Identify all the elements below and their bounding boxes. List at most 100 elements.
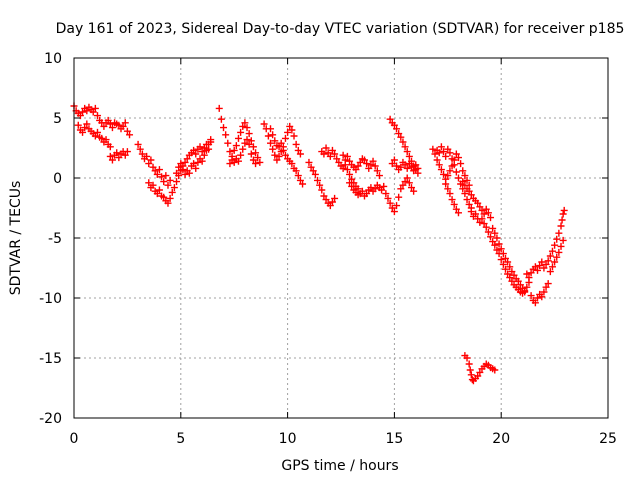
data-point — [463, 354, 471, 362]
data-point — [508, 277, 516, 285]
data-point — [98, 134, 106, 142]
data-point — [393, 162, 401, 170]
data-point — [145, 160, 153, 168]
data-point — [393, 125, 401, 133]
data-point — [390, 208, 398, 216]
data-point — [531, 299, 539, 307]
data-point — [401, 143, 409, 151]
data-point — [414, 164, 422, 172]
data-point — [138, 150, 146, 158]
data-point — [454, 209, 462, 217]
data-point — [452, 205, 460, 213]
data-point — [183, 155, 191, 163]
data-point — [239, 122, 247, 130]
data-point — [553, 235, 561, 243]
data-point — [459, 178, 467, 186]
y-tick-label: -10 — [39, 291, 62, 307]
data-point — [465, 200, 473, 208]
data-point — [288, 160, 296, 168]
data-point — [281, 151, 289, 159]
data-point — [493, 246, 501, 254]
data-point — [405, 160, 413, 168]
data-point — [454, 154, 462, 162]
data-point — [446, 190, 454, 198]
data-point — [333, 155, 341, 163]
data-point — [309, 167, 317, 175]
chart-title: Day 161 of 2023, Sidereal Day-to-day VTE… — [56, 21, 625, 37]
data-point — [102, 136, 110, 144]
data-point — [390, 156, 398, 164]
data-point — [190, 160, 198, 168]
data-point — [523, 283, 531, 291]
data-point — [123, 148, 131, 156]
data-point — [145, 179, 153, 187]
data-point — [273, 156, 281, 164]
data-point — [247, 137, 255, 145]
data-point — [555, 248, 563, 256]
data-point — [521, 287, 529, 295]
data-point — [346, 179, 354, 187]
data-point — [192, 150, 200, 158]
data-point — [525, 274, 533, 282]
data-point — [249, 156, 257, 164]
data-point — [437, 143, 445, 151]
x-axis-label: GPS time / hours — [281, 458, 398, 474]
data-point — [459, 167, 467, 175]
data-point — [448, 155, 456, 163]
data-point — [264, 132, 272, 140]
data-point — [115, 121, 123, 129]
data-point — [548, 247, 556, 255]
data-point — [407, 184, 415, 192]
data-point — [254, 154, 262, 162]
data-point — [360, 156, 368, 164]
data-point — [79, 108, 87, 116]
data-point — [271, 137, 279, 145]
data-point — [542, 260, 550, 268]
data-point — [363, 160, 371, 168]
data-point — [226, 148, 234, 156]
data-point — [461, 172, 469, 180]
data-point — [126, 131, 134, 139]
grid-lines — [74, 58, 608, 418]
data-point — [346, 157, 354, 165]
data-point — [267, 125, 275, 133]
data-point — [558, 216, 566, 224]
data-point — [83, 107, 91, 115]
data-point — [399, 181, 407, 189]
data-point — [440, 170, 448, 178]
data-point — [354, 162, 362, 170]
data-point — [497, 256, 505, 264]
data-point — [136, 145, 144, 153]
data-point — [314, 176, 322, 184]
data-point — [275, 143, 283, 151]
x-tick-label: 25 — [599, 431, 617, 447]
data-point — [173, 169, 181, 177]
x-tick-label: 20 — [492, 431, 510, 447]
data-point — [467, 191, 475, 199]
data-point — [395, 130, 403, 138]
y-tick-label: 10 — [44, 51, 62, 67]
data-point — [160, 178, 168, 186]
data-point — [271, 151, 279, 159]
data-point — [412, 161, 420, 169]
data-point — [322, 144, 330, 152]
data-point — [286, 122, 294, 130]
data-point — [149, 163, 157, 171]
y-tick-label: -15 — [39, 351, 62, 367]
data-point — [527, 292, 535, 300]
data-point — [467, 208, 475, 216]
data-point — [489, 224, 497, 232]
data-point — [173, 178, 181, 186]
data-point — [324, 149, 332, 157]
data-point — [241, 139, 249, 147]
data-point — [559, 210, 567, 218]
data-point — [177, 160, 185, 168]
data-point — [557, 242, 565, 250]
data-point — [343, 166, 351, 174]
data-point — [113, 149, 121, 157]
axis-ticks: 0 5 10 15 20 25 10 5 0 -5 -10 -15 -20 — [39, 51, 617, 447]
data-point — [444, 185, 452, 193]
data-point — [534, 266, 542, 274]
data-point — [348, 175, 356, 183]
data-point — [202, 146, 210, 154]
